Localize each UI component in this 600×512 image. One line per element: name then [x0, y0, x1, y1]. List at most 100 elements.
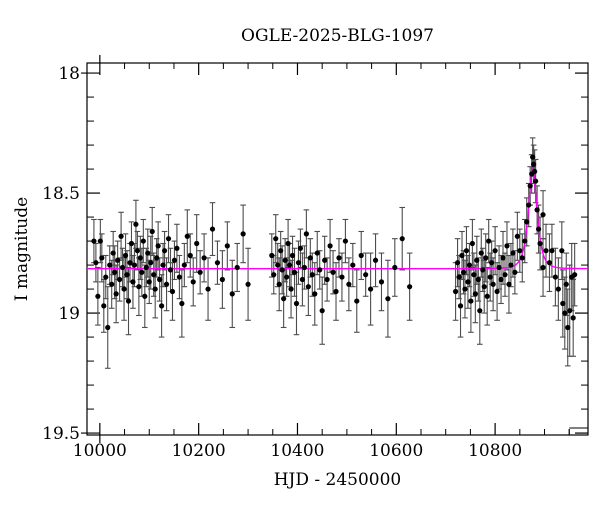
data-point [109, 281, 115, 287]
x-tick-label: 10600 [369, 441, 423, 461]
data-point [494, 288, 500, 295]
data-point [532, 168, 538, 175]
data-point [122, 252, 129, 259]
data-point [117, 276, 123, 283]
data-point [194, 240, 200, 247]
data-point [508, 262, 514, 268]
data-point [330, 269, 336, 275]
y-tick-label: 18.5 [42, 184, 80, 204]
data-point [463, 248, 470, 254]
data-point [113, 291, 119, 297]
data-point [127, 260, 133, 266]
data-point [197, 269, 203, 275]
data-point [105, 324, 111, 331]
data-point [471, 272, 477, 278]
data-point [181, 262, 187, 268]
data-point [143, 264, 149, 271]
plot-frame [86, 62, 589, 436]
data-point [465, 279, 471, 285]
data-point [514, 233, 520, 239]
data-point [546, 260, 553, 266]
data-point [184, 233, 190, 239]
data-point [284, 274, 290, 280]
data-point [510, 250, 516, 256]
data-point [527, 183, 533, 189]
data-point [282, 257, 288, 263]
data-point [562, 310, 568, 316]
data-point [289, 252, 296, 259]
data-point [121, 286, 127, 292]
data-point [407, 284, 413, 290]
data-point [324, 276, 330, 283]
data-point [107, 262, 113, 268]
data-point [140, 238, 146, 244]
data-point [534, 207, 540, 213]
data-point [276, 281, 282, 287]
data-point [484, 293, 490, 299]
x-tick-label: 10000 [73, 441, 127, 461]
data-point [468, 298, 474, 304]
data-point [567, 308, 573, 314]
data-point [187, 252, 193, 259]
data-point [498, 276, 504, 283]
data-point [462, 286, 468, 292]
data-point [452, 288, 459, 295]
data-point [245, 281, 251, 287]
data-point [317, 267, 323, 273]
data-point [229, 291, 235, 297]
data-point [101, 303, 107, 309]
data-point [385, 296, 391, 302]
data-point [392, 264, 398, 271]
data-point [285, 240, 291, 247]
data-point [475, 276, 481, 283]
data-point [531, 161, 537, 167]
data-point [299, 276, 306, 283]
data-point [570, 315, 576, 321]
data-point [159, 303, 165, 309]
data-point [368, 286, 374, 292]
data-point [95, 293, 101, 299]
y-tick-label: 19 [58, 304, 80, 324]
data-point [517, 248, 523, 254]
data-point [305, 284, 311, 290]
data-point [333, 288, 339, 295]
data-point [346, 281, 352, 287]
data-point [234, 264, 240, 271]
data-point [489, 260, 495, 266]
data-point [524, 219, 530, 225]
data-point [456, 274, 462, 280]
data-point [125, 298, 132, 304]
data-point [519, 255, 525, 261]
data-point [154, 255, 160, 261]
data-point [119, 264, 126, 271]
data-point [309, 272, 315, 278]
data-point [128, 240, 135, 247]
data-point [469, 240, 475, 247]
data-point [486, 238, 492, 244]
data-point [93, 260, 99, 266]
data-point [504, 243, 510, 249]
data-point [171, 257, 178, 263]
data-point [477, 308, 483, 314]
data-point [155, 243, 161, 249]
data-point [301, 264, 307, 271]
data-point [342, 238, 349, 244]
data-point [293, 300, 300, 307]
data-point [378, 279, 385, 285]
data-point [459, 252, 465, 259]
data-point [295, 260, 302, 266]
data-point [291, 269, 298, 275]
x-tick-label: 10400 [270, 441, 324, 461]
data-point [454, 260, 461, 266]
data-point [148, 260, 154, 266]
data-point [273, 236, 279, 242]
data-point [281, 296, 287, 302]
data-point [472, 291, 478, 297]
data-point [157, 276, 163, 283]
data-point [522, 238, 528, 244]
data-point [314, 250, 320, 256]
data-point [540, 264, 546, 271]
data-point [492, 248, 498, 254]
data-point [219, 276, 225, 283]
data-point [97, 238, 103, 244]
